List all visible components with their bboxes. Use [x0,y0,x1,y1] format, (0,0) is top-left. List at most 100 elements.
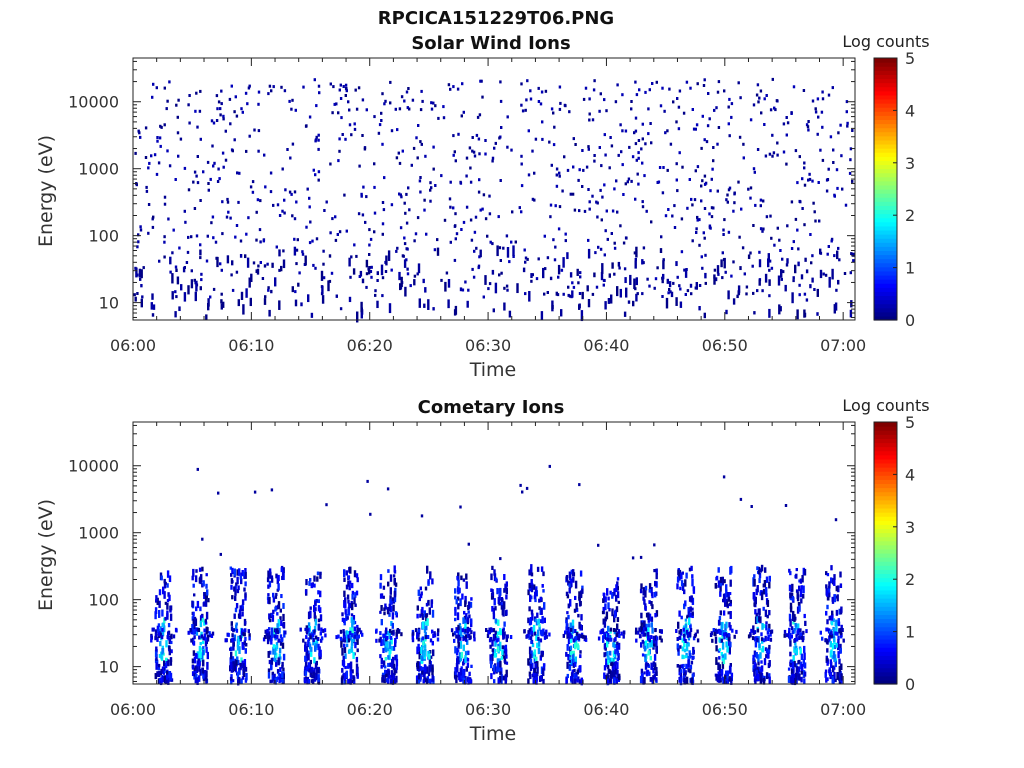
sw-pixel [334,238,338,242]
sw-pixel [390,129,394,133]
sw-pixel [634,258,637,261]
sw-pixel [156,139,159,143]
sw-pixel [781,257,784,261]
sw-pixel [758,259,762,268]
sw-pixel [543,292,546,296]
ci-pixel [384,639,387,644]
ci-pixel [833,574,836,581]
ci-pixel [201,617,204,623]
ci-pixel [653,673,656,680]
ci-pixel [205,573,208,577]
ci-pixel [275,652,278,659]
ci-pixel [753,578,756,587]
ci-pixel [681,646,685,652]
ci-pixel [421,606,424,613]
sw-pixel [648,284,651,288]
sw-pixel [508,260,511,264]
ci-pixel [345,584,349,590]
ci-pixel [715,629,718,634]
sw-pixel [338,137,341,141]
ci-pixel [504,676,507,684]
ci-pixel [164,663,168,669]
ci-pixel [622,630,626,635]
ci-pixel [800,676,803,683]
ci-pixel [795,648,798,656]
ci-pixel [719,580,722,586]
ci-pixel [567,614,570,620]
ci-pixel [728,592,732,596]
sw-pixel [564,239,567,243]
ci-pixel [240,657,243,663]
sw-pixel [809,233,812,236]
ci-pixel [617,653,620,661]
ci-pixel [650,662,653,670]
ci-pixel [576,669,579,675]
sw-colorbar-step [874,98,897,104]
ci-pixel [826,619,829,625]
sw-pixel [434,104,437,108]
ci-pixel [454,588,457,594]
ci-pixel [503,631,506,636]
ci-pixel [241,676,245,680]
ci-pixel [275,573,278,579]
ci-pixel [723,595,726,603]
ci-pixel [718,630,722,635]
sw-pixel [732,209,735,213]
ci-pixel [319,590,322,598]
sw-pixel [407,87,410,90]
ci-pixel [243,659,247,667]
ci-pixel [352,652,355,659]
ci-pixel [499,628,502,635]
ci-pixel [790,634,793,639]
ci-pixel [168,575,172,583]
ci-pixel [464,637,468,642]
ci-pixel [347,634,350,639]
sw-pixel [308,196,311,200]
sw-pixel [733,201,736,205]
sw-pixel [595,285,599,289]
ci-pixel [614,667,618,675]
ci-pixel [655,568,658,575]
ci-pixel [282,613,285,622]
ci-pixel [168,645,171,649]
ci-pixel [573,673,576,679]
ci-pixel [380,593,384,599]
sw-colorbar-step [874,279,897,284]
ci-pixel [466,628,470,633]
sw-colorbar-step [874,115,897,120]
sw-pixel [311,239,314,243]
ci-pixel [840,673,843,681]
ci-pixel [528,582,531,589]
ci-pixel [165,640,168,648]
sw-pixel [700,199,703,203]
ci-pixel [505,581,508,587]
sw-pixel [722,233,725,236]
ci-pixel [793,649,796,653]
ci-pixel [422,679,425,684]
sw-pixel [812,201,815,205]
ci-pixel [577,613,580,618]
sw-pixel [712,146,715,149]
ci-pixel [191,658,195,664]
sw-pixel [591,118,595,122]
ci-pixel [244,628,247,633]
ci-pixel [169,605,172,612]
sw-pixel [216,107,219,111]
sw-pixel [533,171,536,175]
sw-pixel [676,97,679,100]
ci-pixel [350,633,354,638]
ci-pixel [567,633,570,638]
ci-pixel [347,631,350,638]
sw-pixel [355,107,359,111]
ci-pixel [204,600,208,607]
sw-pixel [216,180,220,183]
sw-xtick-label: 07:00 [820,336,866,355]
ci-colorbar-step [874,651,897,656]
ci-pixel [347,606,351,615]
sw-pixel [348,296,352,303]
ci-pixel [539,675,542,681]
sw-pixel [668,87,671,91]
sw-pixel [695,231,698,234]
ci-pixel [648,671,651,676]
ci-colorbar-step [874,663,897,669]
